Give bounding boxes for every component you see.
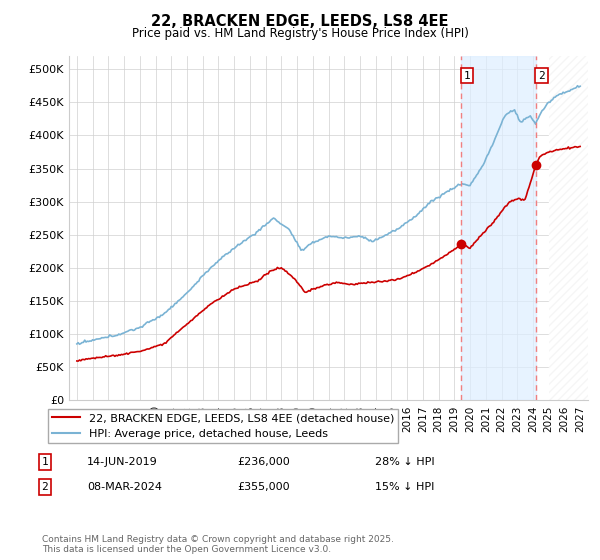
Text: 2: 2: [538, 71, 545, 81]
Text: 1: 1: [464, 71, 470, 81]
Bar: [548, 56, 588, 400]
Text: 2: 2: [41, 482, 49, 492]
Text: 08-MAR-2024: 08-MAR-2024: [87, 482, 162, 492]
Bar: [548, 56, 588, 400]
Text: 14-JUN-2019: 14-JUN-2019: [87, 457, 158, 467]
Text: £355,000: £355,000: [237, 482, 290, 492]
Text: 22, BRACKEN EDGE, LEEDS, LS8 4EE: 22, BRACKEN EDGE, LEEDS, LS8 4EE: [151, 14, 449, 29]
Bar: [461, 56, 536, 400]
Text: 28% ↓ HPI: 28% ↓ HPI: [375, 457, 434, 467]
Text: Price paid vs. HM Land Registry's House Price Index (HPI): Price paid vs. HM Land Registry's House …: [131, 27, 469, 40]
Text: 15% ↓ HPI: 15% ↓ HPI: [375, 482, 434, 492]
Legend: 22, BRACKEN EDGE, LEEDS, LS8 4EE (detached house), HPI: Average price, detached : 22, BRACKEN EDGE, LEEDS, LS8 4EE (detach…: [47, 409, 398, 443]
Text: Contains HM Land Registry data © Crown copyright and database right 2025.
This d: Contains HM Land Registry data © Crown c…: [42, 535, 394, 554]
Text: 1: 1: [41, 457, 49, 467]
Text: £236,000: £236,000: [237, 457, 290, 467]
